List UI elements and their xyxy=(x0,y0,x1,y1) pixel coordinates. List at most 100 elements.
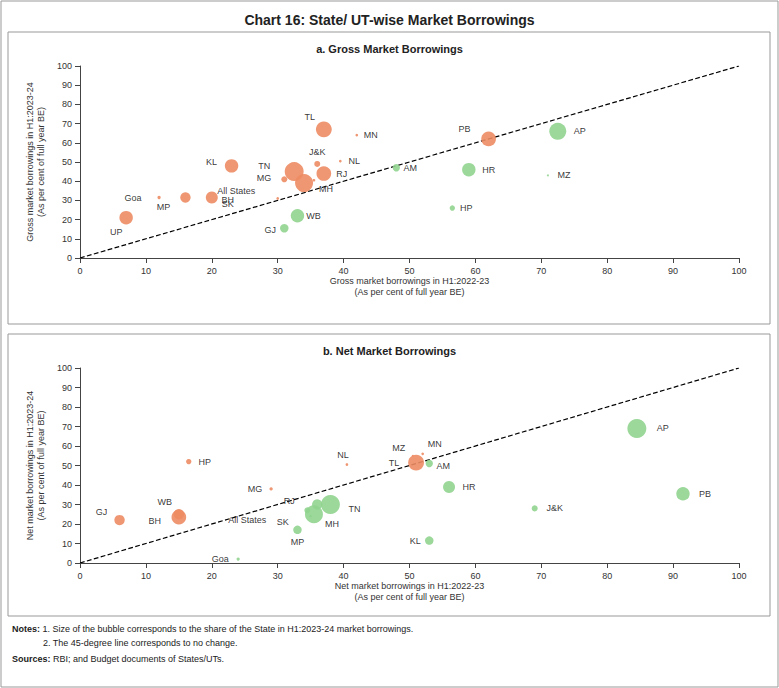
svg-text:40: 40 xyxy=(62,176,72,186)
svg-text:90: 90 xyxy=(62,383,72,393)
svg-text:100: 100 xyxy=(731,266,746,276)
svg-text:a. Gross Market Borrowings: a. Gross Market Borrowings xyxy=(316,43,463,55)
svg-text:Notes:: Notes: xyxy=(12,624,40,634)
svg-text:MG: MG xyxy=(248,484,262,494)
svg-text:Gross market borrowings in H1:: Gross market borrowings in H1:2023-24 xyxy=(25,82,35,242)
svg-text:20: 20 xyxy=(207,571,217,581)
svg-text:20: 20 xyxy=(62,215,72,225)
svg-text:1. Size of the bubble correspo: 1. Size of the bubble corresponds to the… xyxy=(40,624,413,634)
svg-text:GJ: GJ xyxy=(96,507,108,517)
svg-text:TN: TN xyxy=(258,161,270,171)
svg-text:RJ: RJ xyxy=(336,169,347,179)
svg-text:PB: PB xyxy=(699,489,711,499)
svg-text:Chart 16: State/ UT-wise Marke: Chart 16: State/ UT-wise Market Borrowin… xyxy=(244,12,534,28)
svg-text:UP: UP xyxy=(110,227,123,237)
svg-text:40: 40 xyxy=(339,571,349,581)
svg-text:TL: TL xyxy=(389,458,400,468)
svg-text:MN: MN xyxy=(428,439,442,449)
svg-text:BH: BH xyxy=(149,516,162,526)
svg-text:90: 90 xyxy=(62,80,72,90)
svg-text:MN: MN xyxy=(364,130,378,140)
svg-text:0: 0 xyxy=(77,266,82,276)
svg-text:20: 20 xyxy=(62,519,72,529)
svg-text:MH: MH xyxy=(325,519,339,529)
svg-text:Gross market borrowings in H1:: Gross market borrowings in H1:2022-23 xyxy=(330,276,490,286)
svg-text:30: 30 xyxy=(62,195,72,205)
svg-text:80: 80 xyxy=(62,99,72,109)
svg-text:100: 100 xyxy=(731,571,746,581)
svg-text:40: 40 xyxy=(339,266,349,276)
svg-text:WB: WB xyxy=(306,211,321,221)
svg-text:AP: AP xyxy=(657,423,669,433)
svg-text:10: 10 xyxy=(62,539,72,549)
svg-text:MH: MH xyxy=(319,184,333,194)
svg-text:(As per cent of full year BE): (As per cent of full year BE) xyxy=(36,107,46,217)
svg-text:10: 10 xyxy=(141,571,151,581)
svg-text:60: 60 xyxy=(62,138,72,148)
svg-text:90: 90 xyxy=(668,571,678,581)
svg-text:All States: All States xyxy=(217,186,256,196)
svg-text:RBI; and Budget documents of S: RBI; and Budget documents of States/UTs. xyxy=(51,654,225,664)
svg-text:80: 80 xyxy=(602,266,612,276)
svg-text:(As per cent of full year BE): (As per cent of full year BE) xyxy=(354,592,464,602)
svg-text:All States: All States xyxy=(228,515,267,525)
svg-text:(As per cent of full year BE): (As per cent of full year BE) xyxy=(36,410,46,520)
svg-text:KL: KL xyxy=(206,157,217,167)
svg-text:2. The 45-degree line correspo: 2. The 45-degree line corresponds to no … xyxy=(43,638,237,648)
svg-text:20: 20 xyxy=(207,266,217,276)
svg-text:AM: AM xyxy=(404,163,418,173)
svg-text:50: 50 xyxy=(404,266,414,276)
svg-text:0: 0 xyxy=(67,253,72,263)
svg-text:70: 70 xyxy=(536,571,546,581)
svg-text:100: 100 xyxy=(57,363,72,373)
svg-text:30: 30 xyxy=(273,266,283,276)
svg-text:J&K: J&K xyxy=(546,503,563,513)
svg-text:50: 50 xyxy=(62,461,72,471)
svg-text:70: 70 xyxy=(62,119,72,129)
svg-text:MZ: MZ xyxy=(557,170,570,180)
svg-text:Sources:: Sources: xyxy=(12,654,51,664)
svg-text:70: 70 xyxy=(536,266,546,276)
svg-text:NL: NL xyxy=(337,450,349,460)
svg-text:60: 60 xyxy=(62,441,72,451)
svg-text:HP: HP xyxy=(460,203,473,213)
svg-text:PB: PB xyxy=(459,124,471,134)
svg-text:RJ: RJ xyxy=(284,496,295,506)
svg-text:J&K: J&K xyxy=(309,147,326,157)
svg-text:Goa: Goa xyxy=(125,193,142,203)
svg-text:40: 40 xyxy=(62,480,72,490)
svg-text:TN: TN xyxy=(348,504,360,514)
svg-text:60: 60 xyxy=(470,266,480,276)
svg-text:Net market borrowings in H1:20: Net market borrowings in H1:2022-23 xyxy=(335,581,485,591)
svg-text:MG: MG xyxy=(257,173,272,183)
svg-text:80: 80 xyxy=(602,571,612,581)
svg-text:60: 60 xyxy=(470,571,480,581)
svg-text:90: 90 xyxy=(668,266,678,276)
svg-text:TL: TL xyxy=(305,112,316,122)
svg-text:10: 10 xyxy=(62,234,72,244)
svg-text:GJ: GJ xyxy=(265,225,277,235)
svg-text:HP: HP xyxy=(198,457,211,467)
svg-text:KL: KL xyxy=(410,536,421,546)
svg-text:70: 70 xyxy=(62,422,72,432)
svg-text:30: 30 xyxy=(62,500,72,510)
svg-text:AP: AP xyxy=(574,126,586,136)
svg-text:MP: MP xyxy=(291,537,305,547)
svg-text:10: 10 xyxy=(141,266,151,276)
svg-text:0: 0 xyxy=(77,571,82,581)
svg-text:30: 30 xyxy=(273,571,283,581)
svg-text:HR: HR xyxy=(482,165,495,175)
svg-text:50: 50 xyxy=(404,571,414,581)
svg-text:AM: AM xyxy=(437,461,451,471)
svg-text:0: 0 xyxy=(67,558,72,568)
svg-text:SK: SK xyxy=(222,199,234,209)
svg-text:50: 50 xyxy=(62,157,72,167)
svg-text:MZ: MZ xyxy=(392,443,405,453)
svg-text:Goa: Goa xyxy=(212,554,229,564)
svg-text:(As per cent of full year BE): (As per cent of full year BE) xyxy=(354,287,464,297)
svg-text:NL: NL xyxy=(349,156,361,166)
svg-text:Net market borrowings in H1:20: Net market borrowings in H1:2023-24 xyxy=(25,391,35,541)
svg-text:100: 100 xyxy=(57,61,72,71)
svg-text:b. Net Market Borrowings: b. Net Market Borrowings xyxy=(323,345,456,357)
svg-text:HR: HR xyxy=(463,482,476,492)
